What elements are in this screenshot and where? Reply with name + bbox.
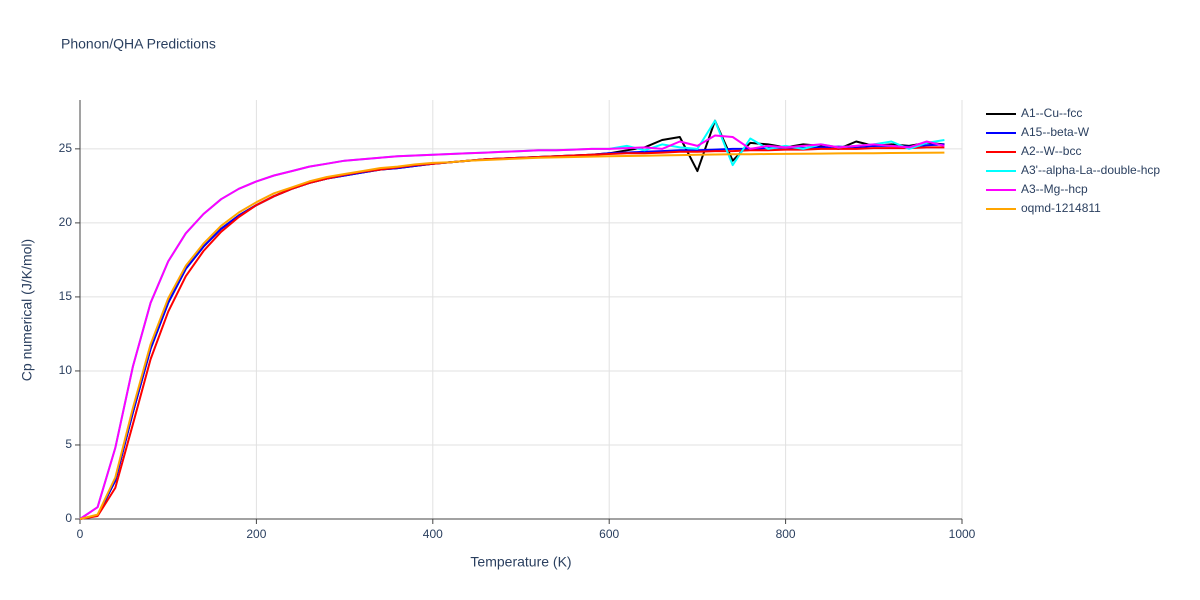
legend-label: A3--Mg--hcp [1021, 182, 1088, 196]
series-line [79, 143, 945, 520]
y-tick-label: 20 [59, 215, 73, 229]
y-tick-label: 0 [65, 511, 72, 525]
y-axis-title: Cp numerical (J/K/mol) [19, 239, 35, 381]
x-tick-label: 0 [77, 527, 84, 541]
series-line [79, 146, 945, 520]
legend-label: A3'--alpha-La--double-hcp [1021, 163, 1160, 177]
y-tick-label: 15 [59, 289, 73, 303]
y-tick-label: 10 [59, 363, 73, 377]
y-tick-label: 25 [59, 141, 73, 155]
legend-label: A15--beta-W [1021, 125, 1090, 139]
legend-label: A2--W--bcc [1021, 144, 1081, 158]
x-axis-title: Temperature (K) [470, 554, 571, 570]
x-tick-label: 200 [246, 527, 266, 541]
legend-label: oqmd-1214811 [1021, 201, 1101, 215]
x-tick-label: 600 [599, 527, 619, 541]
x-tick-label: 400 [423, 527, 443, 541]
series-line [79, 119, 945, 520]
chart-title: Phonon/QHA Predictions [61, 36, 216, 52]
series-line [79, 151, 945, 520]
y-tick-label: 5 [65, 437, 72, 451]
series-line [79, 119, 945, 520]
x-tick-label: 800 [776, 527, 796, 541]
series-line [79, 134, 945, 520]
x-tick-label: 1000 [949, 527, 976, 541]
legend-label: A1--Cu--fcc [1021, 106, 1082, 120]
